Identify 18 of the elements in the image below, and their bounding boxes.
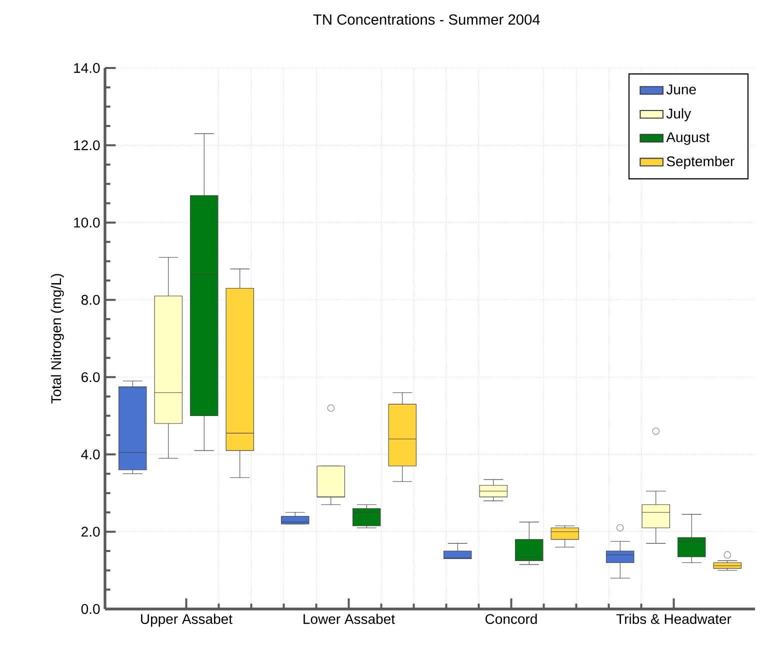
y-axis-title: Total Nitrogen (mg/L) xyxy=(50,274,64,404)
y-tick-label: 12.0 xyxy=(74,140,100,150)
x-tick-label: Concord xyxy=(486,614,537,624)
x-tick-label: Tribs & Headwater xyxy=(616,614,732,624)
legend-label: September xyxy=(666,156,734,170)
legend-label: July xyxy=(666,108,692,122)
x-tick-label: Lower Assabet xyxy=(304,614,395,624)
x-tick-label: Upper Assabet xyxy=(141,614,232,627)
y-tick-label: 10.0 xyxy=(74,218,100,228)
legend-label: June xyxy=(666,84,696,94)
y-tick-label: 2.0 xyxy=(82,526,100,537)
legend-label: August xyxy=(666,132,710,145)
y-tick-label: 14.0 xyxy=(74,63,100,73)
y-tick-label: 8.0 xyxy=(81,294,100,305)
y-tick-label: 0.0 xyxy=(81,604,100,614)
y-tick-label: 4.0 xyxy=(81,449,100,460)
y-tick-label: 6.0 xyxy=(82,372,100,382)
chart-title: TN Concentrations - Summer 2004 xyxy=(313,14,540,25)
